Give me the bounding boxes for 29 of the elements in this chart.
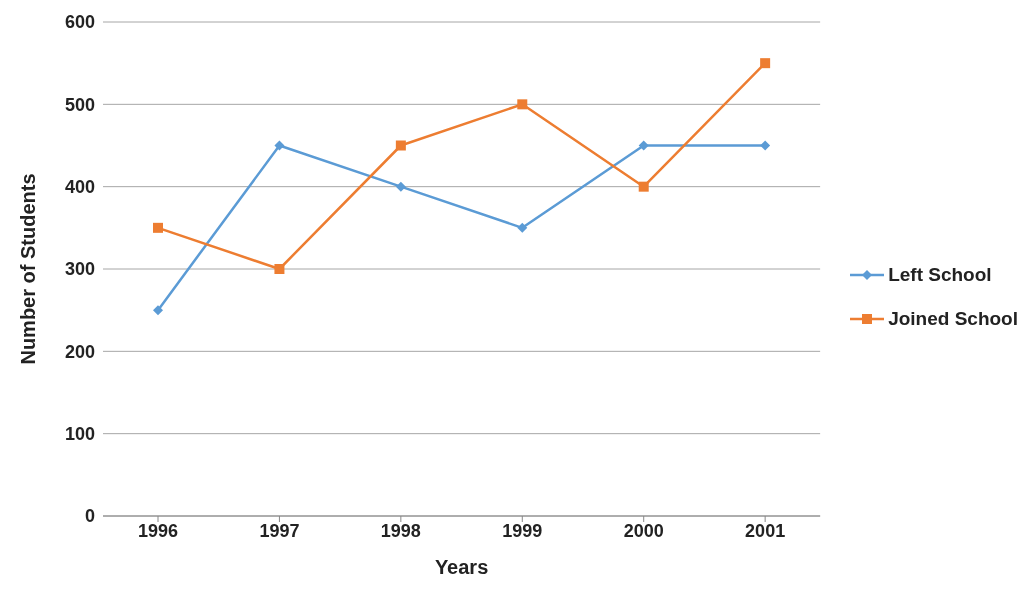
point xyxy=(517,99,528,110)
x-tick-label: 1998 xyxy=(380,520,421,541)
x-axis-title: Years xyxy=(434,556,489,578)
point xyxy=(274,140,285,151)
point xyxy=(274,264,285,274)
point xyxy=(760,58,771,69)
x-tick-label: 1999 xyxy=(502,520,543,541)
legend-label: Joined School xyxy=(888,308,1018,330)
point xyxy=(153,222,163,233)
x-tick-label: 2000 xyxy=(623,520,664,541)
point xyxy=(395,140,406,151)
y-tick-label: 300 xyxy=(64,259,95,280)
legend-label: Left School xyxy=(888,264,992,286)
point xyxy=(153,305,163,316)
point xyxy=(517,222,528,233)
point xyxy=(395,181,406,192)
x-tick-label: 1997 xyxy=(259,520,300,541)
x-tick-label: 2001 xyxy=(745,520,786,541)
x-tick-label: 1996 xyxy=(137,520,179,541)
y-tick-label: 600 xyxy=(64,12,95,33)
y-tick-label: 0 xyxy=(84,506,95,527)
point xyxy=(760,140,771,151)
y-tick-label: 500 xyxy=(64,94,95,115)
y-tick-label: 100 xyxy=(64,424,95,445)
y-axis-title: Number of Students xyxy=(17,173,40,365)
point xyxy=(638,181,649,192)
point xyxy=(638,140,649,151)
y-tick-label: 400 xyxy=(64,177,95,198)
y-tick-label: 200 xyxy=(64,341,95,362)
